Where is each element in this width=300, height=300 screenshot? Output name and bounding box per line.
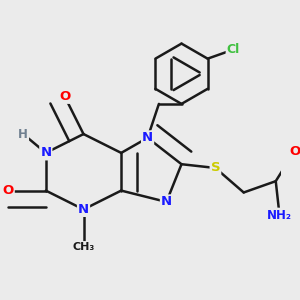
Text: N: N <box>40 146 51 159</box>
Text: O: O <box>59 90 70 103</box>
Text: NH₂: NH₂ <box>267 208 292 222</box>
Text: O: O <box>289 145 300 158</box>
Text: N: N <box>161 195 172 208</box>
Text: CH₃: CH₃ <box>72 242 94 252</box>
Text: S: S <box>211 161 220 175</box>
Text: CH₃: CH₃ <box>72 242 94 252</box>
Text: N: N <box>142 131 153 144</box>
Text: Cl: Cl <box>226 43 240 56</box>
Text: N: N <box>78 203 89 216</box>
Text: H: H <box>18 128 28 141</box>
Text: O: O <box>2 184 14 197</box>
